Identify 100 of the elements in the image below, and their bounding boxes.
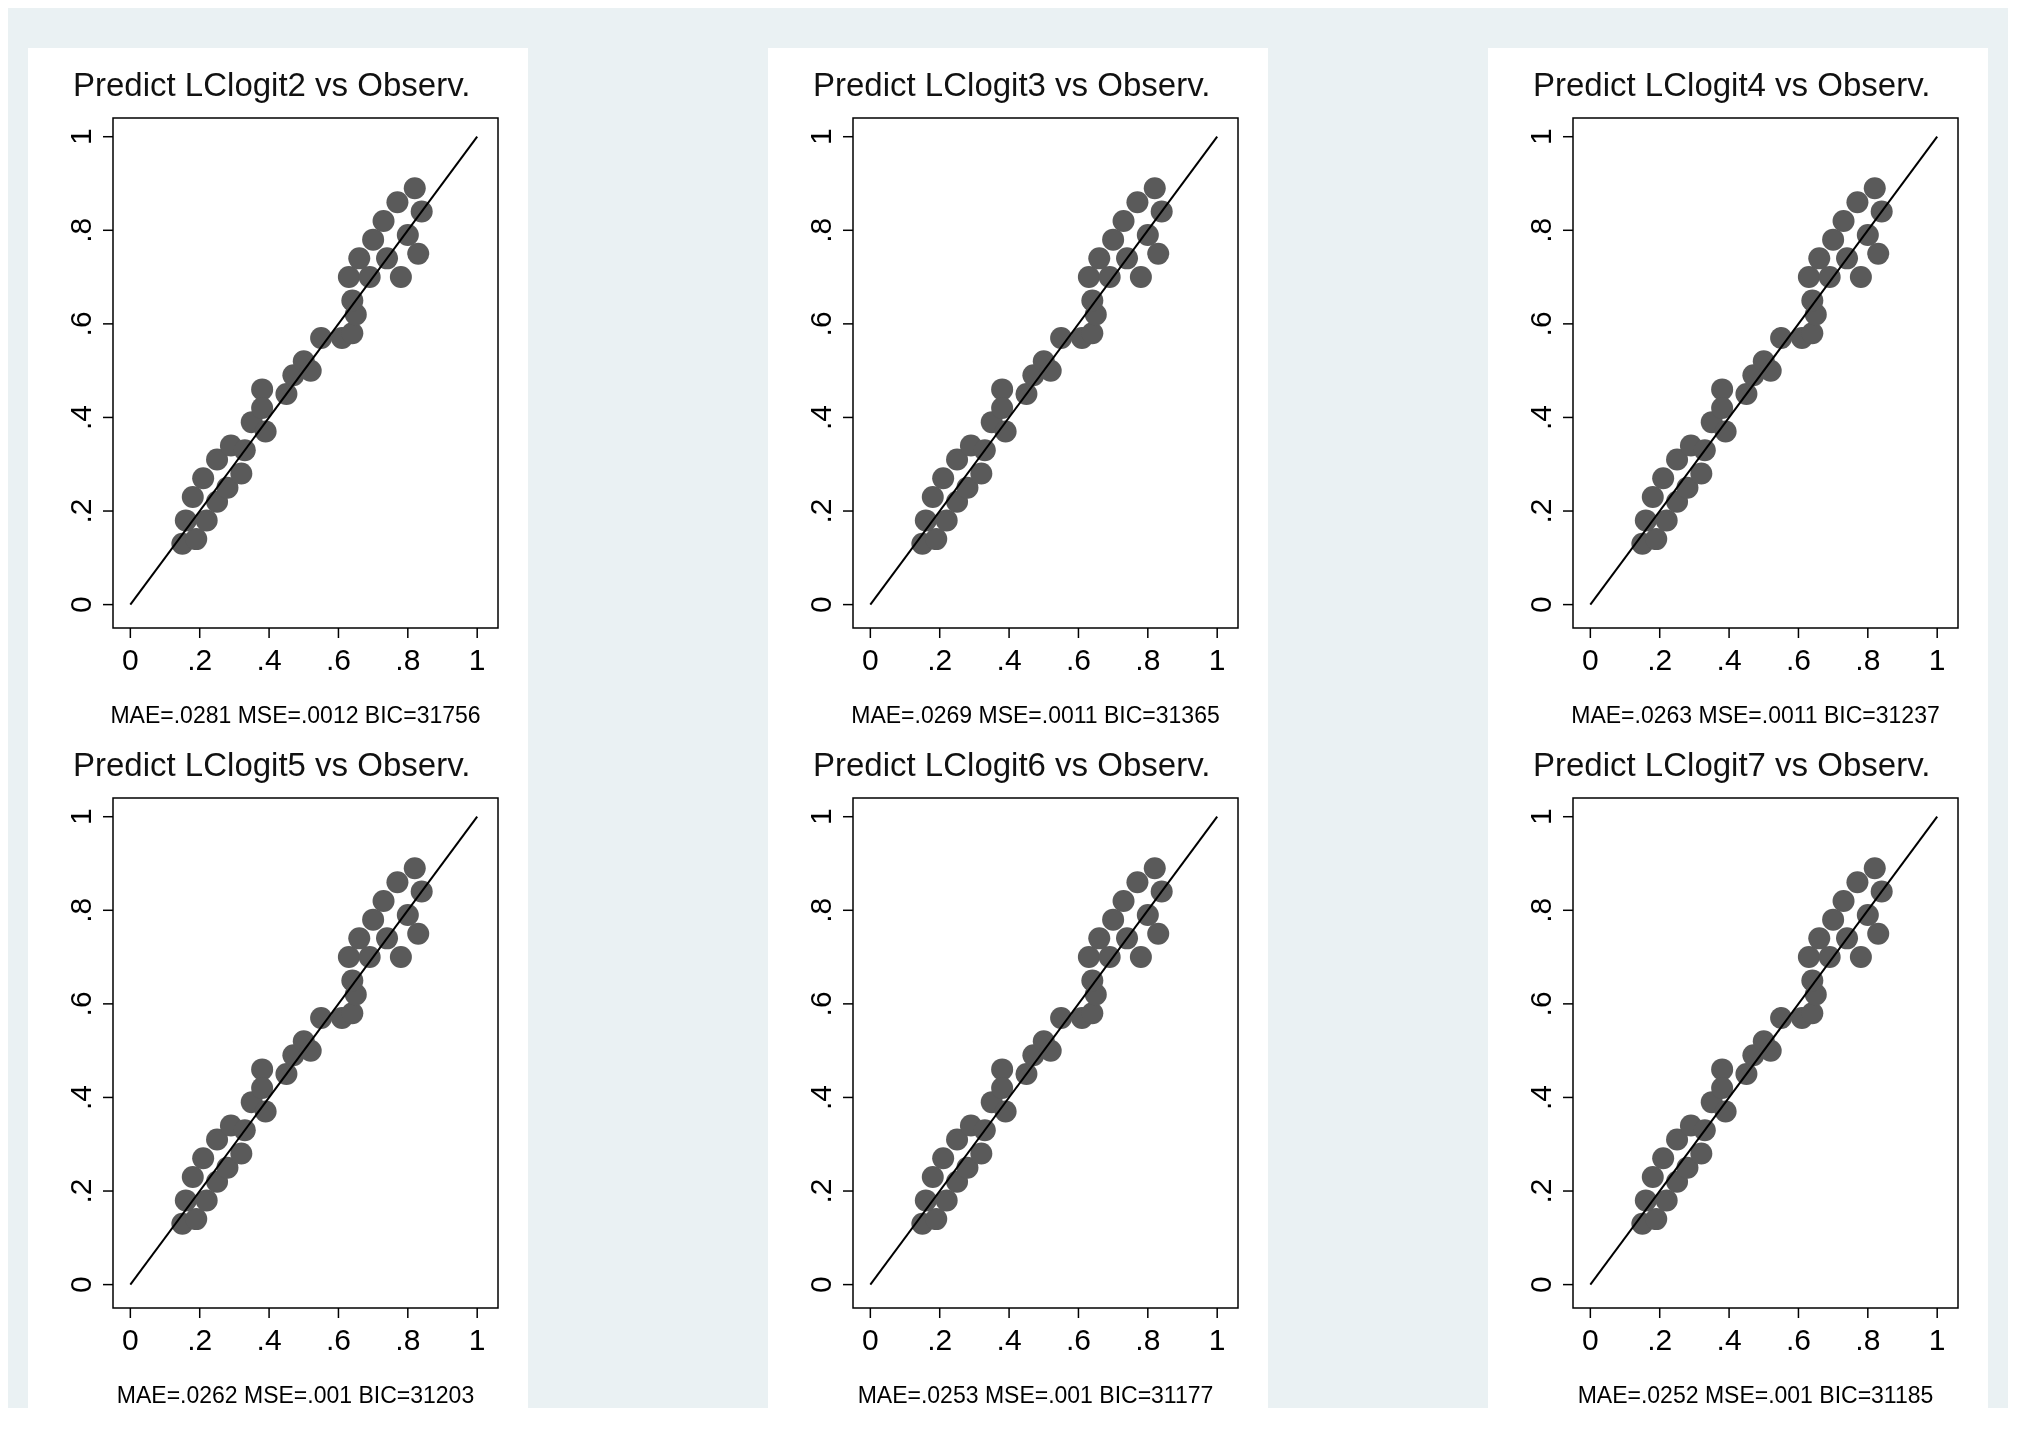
x-tick-label: .6 <box>325 1323 351 1356</box>
y-tick-label: .4 <box>64 404 97 430</box>
point <box>1641 485 1664 508</box>
point <box>1863 177 1886 200</box>
chart-title: Predict LClogit6 vs Observ. <box>813 746 1211 783</box>
point <box>1655 509 1678 532</box>
x-tick-label: .8 <box>1855 1323 1881 1356</box>
point <box>386 871 409 894</box>
point <box>1143 177 1166 200</box>
y-tick-label: .4 <box>804 404 837 430</box>
point <box>1088 927 1111 950</box>
text: MAE=.0281 MSE=.0012 BIC=31756 <box>110 702 481 728</box>
point <box>389 946 412 969</box>
point <box>403 177 426 200</box>
x-tick-label: 1 <box>468 643 486 676</box>
point <box>1666 1128 1689 1151</box>
x-tick-label: .6 <box>325 643 351 676</box>
point <box>1711 378 1734 401</box>
x-tick-label: 1 <box>1928 1323 1946 1356</box>
y-tick-label: 1 <box>804 808 837 826</box>
point <box>935 1189 958 1212</box>
point <box>1863 857 1886 880</box>
point <box>1143 857 1166 880</box>
point <box>970 1142 993 1165</box>
point <box>925 1208 948 1231</box>
point <box>946 448 969 471</box>
x-tick-label: .8 <box>395 1323 421 1356</box>
x-tick-label: 0 <box>862 1323 879 1356</box>
point <box>1797 946 1820 969</box>
y-tick-label: 0 <box>1524 596 1557 613</box>
x-tick-label: 0 <box>862 643 879 676</box>
point <box>1690 462 1713 485</box>
point <box>946 1128 969 1151</box>
point <box>1147 242 1170 265</box>
x-tick-label: 0 <box>122 1323 139 1356</box>
point <box>251 1058 274 1081</box>
point <box>230 1142 253 1165</box>
y-tick-label: .6 <box>1524 311 1557 337</box>
point <box>206 448 229 471</box>
point <box>1711 1058 1734 1081</box>
point <box>185 528 208 551</box>
point <box>403 857 426 880</box>
y-tick-label: .6 <box>64 991 97 1017</box>
text: MAE=.0252 MSE=.001 BIC=31185 <box>1577 1382 1934 1408</box>
x-tick-label: 1 <box>1208 1323 1226 1356</box>
point <box>372 889 395 912</box>
y-tick-label: 1 <box>64 808 97 826</box>
point <box>1690 1142 1713 1165</box>
point <box>386 191 409 214</box>
point <box>362 228 385 251</box>
point <box>1832 889 1855 912</box>
x-tick-label: .4 <box>996 643 1022 676</box>
y-tick-label: 1 <box>804 128 837 146</box>
x-tick-label: 0 <box>1582 1323 1599 1356</box>
y-tick-label: 1 <box>1524 808 1557 826</box>
point <box>1102 228 1125 251</box>
point <box>1088 247 1111 270</box>
y-tick-label: 1 <box>1524 128 1557 146</box>
point <box>1102 908 1125 931</box>
point <box>1711 1077 1734 1100</box>
point <box>192 467 215 490</box>
point <box>932 467 955 490</box>
point <box>1867 242 1890 265</box>
point <box>1077 266 1100 289</box>
point <box>994 420 1017 443</box>
point <box>1797 266 1820 289</box>
point <box>348 247 371 270</box>
point <box>181 485 204 508</box>
x-tick-label: .2 <box>187 1323 213 1356</box>
point <box>1801 1002 1824 1025</box>
x-tick-label: .4 <box>1716 1323 1742 1356</box>
point <box>1714 1100 1737 1123</box>
point <box>407 242 430 265</box>
point <box>1652 1147 1675 1170</box>
point <box>1645 1208 1668 1231</box>
point <box>1846 191 1869 214</box>
y-tick-label: .6 <box>1524 991 1557 1017</box>
chart-title: Predict LClogit3 vs Observ. <box>813 66 1211 103</box>
point <box>1849 266 1872 289</box>
y-tick-label: .2 <box>804 1178 837 1204</box>
point <box>1711 397 1734 420</box>
y-tick-label: .8 <box>804 897 837 923</box>
x-tick-label: .8 <box>395 643 421 676</box>
point <box>1126 871 1149 894</box>
x-tick-label: .2 <box>927 643 953 676</box>
point <box>1801 322 1824 345</box>
point <box>1126 191 1149 214</box>
point <box>1832 209 1855 232</box>
point <box>1808 927 1831 950</box>
y-tick-label: 0 <box>804 596 837 613</box>
point <box>1822 908 1845 931</box>
point <box>1652 467 1675 490</box>
y-tick-label: .4 <box>1524 1084 1557 1110</box>
point <box>192 1147 215 1170</box>
x-tick-label: .2 <box>927 1323 953 1356</box>
x-tick-label: .8 <box>1135 1323 1161 1356</box>
text: MAE=.0262 MSE=.001 BIC=31203 <box>116 1382 475 1408</box>
point <box>1822 228 1845 251</box>
point <box>991 1077 1014 1100</box>
x-tick-label: .6 <box>1785 1323 1811 1356</box>
